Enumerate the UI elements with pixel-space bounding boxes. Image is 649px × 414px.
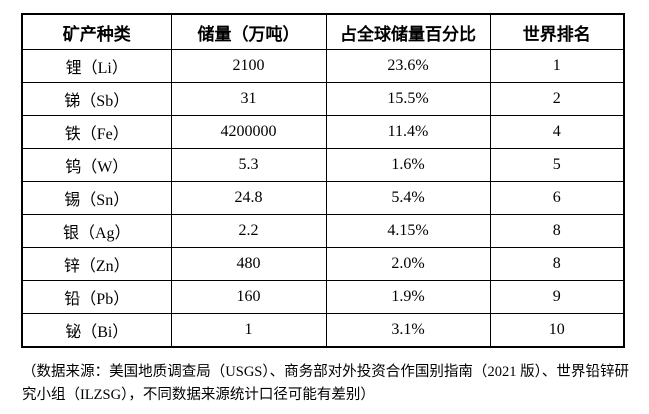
cell-world-rank: 8 xyxy=(489,214,625,248)
cell-mineral: 银（Ag） xyxy=(21,214,172,248)
cell-world-rank: 9 xyxy=(489,280,625,314)
cell-global-share: 4.15% xyxy=(325,214,491,248)
cell-global-share: 1.9% xyxy=(325,280,491,314)
cell-world-rank: 2 xyxy=(489,82,625,116)
cell-mineral: 锂（Li） xyxy=(21,49,172,83)
cell-reserves: 24.8 xyxy=(170,181,327,215)
table-row: 钨（W） 5.3 1.6% 5 xyxy=(21,148,625,182)
cell-global-share: 15.5% xyxy=(325,82,491,116)
cell-global-share: 23.6% xyxy=(325,49,491,83)
cell-reserves: 480 xyxy=(170,247,327,281)
cell-global-share: 5.4% xyxy=(325,181,491,215)
col-header-world-rank: 世界排名 xyxy=(489,13,625,50)
cell-reserves: 5.3 xyxy=(170,148,327,182)
cell-global-share: 3.1% xyxy=(325,313,491,348)
table-row: 锑（Sb） 31 15.5% 2 xyxy=(21,82,625,116)
cell-mineral: 铅（Pb） xyxy=(21,280,172,314)
cell-reserves: 2.2 xyxy=(170,214,327,248)
cell-global-share: 1.6% xyxy=(325,148,491,182)
cell-world-rank: 4 xyxy=(489,115,625,149)
table-header-row: 矿产种类 储量（万吨） 占全球储量百分比 世界排名 xyxy=(21,13,625,50)
cell-mineral: 锡（Sn） xyxy=(21,181,172,215)
cell-global-share: 11.4% xyxy=(325,115,491,149)
table-row: 铅（Pb） 160 1.9% 9 xyxy=(21,280,625,314)
cell-world-rank: 5 xyxy=(489,148,625,182)
cell-world-rank: 8 xyxy=(489,247,625,281)
cell-reserves: 4200000 xyxy=(170,115,327,149)
cell-world-rank: 1 xyxy=(489,49,625,83)
table-row: 铋（Bi） 1 3.1% 10 xyxy=(21,313,625,348)
cell-world-rank: 10 xyxy=(489,313,625,348)
cell-world-rank: 6 xyxy=(489,181,625,215)
table-row: 银（Ag） 2.2 4.15% 8 xyxy=(21,214,625,248)
col-header-reserves: 储量（万吨） xyxy=(170,13,327,50)
cell-mineral: 锑（Sb） xyxy=(21,82,172,116)
table-row: 铁（Fe） 4200000 11.4% 4 xyxy=(21,115,625,149)
cell-mineral: 铁（Fe） xyxy=(21,115,172,149)
table-row: 锂（Li） 2100 23.6% 1 xyxy=(21,49,625,83)
cell-reserves: 2100 xyxy=(170,49,327,83)
table-row: 锡（Sn） 24.8 5.4% 6 xyxy=(21,181,625,215)
cell-mineral: 锌（Zn） xyxy=(21,247,172,281)
cell-reserves: 31 xyxy=(170,82,327,116)
cell-mineral: 钨（W） xyxy=(21,148,172,182)
cell-reserves: 1 xyxy=(170,313,327,348)
cell-reserves: 160 xyxy=(170,280,327,314)
col-header-mineral-type: 矿产种类 xyxy=(21,13,172,50)
cell-global-share: 2.0% xyxy=(325,247,491,281)
col-header-global-share: 占全球储量百分比 xyxy=(325,13,491,50)
data-source-footnote: （数据来源：美国地质调查局（USGS）、商务部对外投资合作国别指南（2021 版… xyxy=(22,364,629,403)
mineral-reserves-table: 矿产种类 储量（万吨） 占全球储量百分比 世界排名 锂（Li） 2100 23.… xyxy=(21,13,625,348)
table-row: 锌（Zn） 480 2.0% 8 xyxy=(21,247,625,281)
cell-mineral: 铋（Bi） xyxy=(21,313,172,348)
